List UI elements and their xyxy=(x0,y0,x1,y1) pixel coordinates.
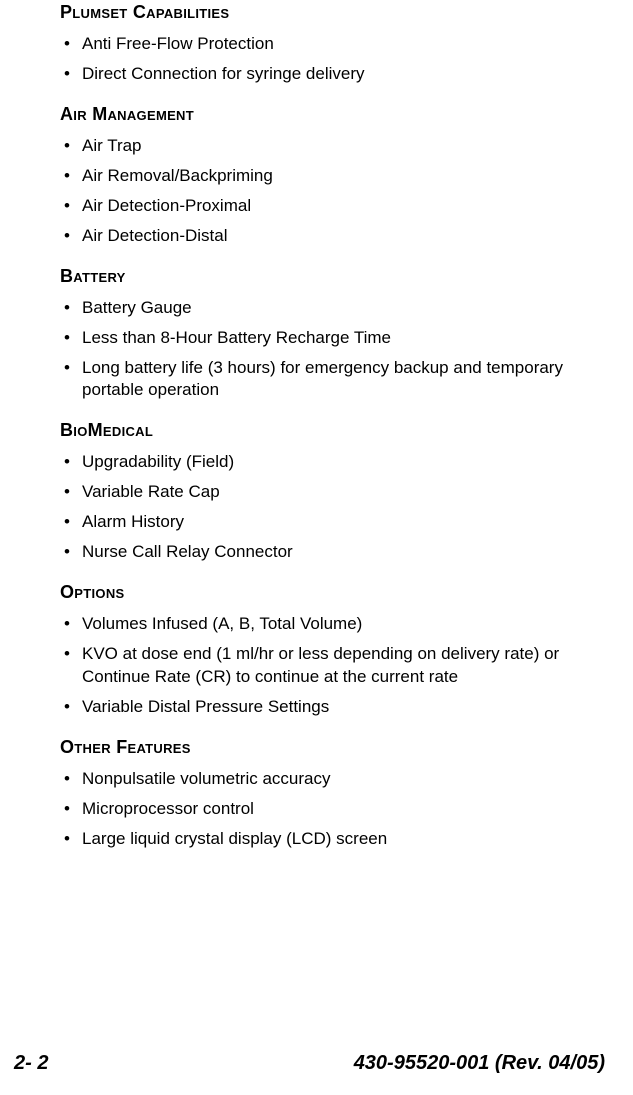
item-list: Battery Gauge Less than 8-Hour Battery R… xyxy=(60,297,605,403)
section-heading: Air Management xyxy=(60,104,605,125)
list-item: Long battery life (3 hours) for emergenc… xyxy=(60,357,605,403)
list-item: Anti Free-Flow Protection xyxy=(60,33,605,56)
list-item: Volumes Infused (A, B, Total Volume) xyxy=(60,613,605,636)
list-item: Microprocessor control xyxy=(60,798,605,821)
item-list: Air Trap Air Removal/Backpriming Air Det… xyxy=(60,135,605,248)
section-heading: Battery xyxy=(60,266,605,287)
list-item: Less than 8-Hour Battery Recharge Time xyxy=(60,327,605,350)
list-item: Direct Connection for syringe delivery xyxy=(60,63,605,86)
list-item: Large liquid crystal display (LCD) scree… xyxy=(60,828,605,851)
item-list: Volumes Infused (A, B, Total Volume) KVO… xyxy=(60,613,605,719)
page: Plumset Capabilities Anti Free-Flow Prot… xyxy=(0,0,633,1095)
list-item: Nonpulsatile volumetric accuracy xyxy=(60,768,605,791)
list-item: Battery Gauge xyxy=(60,297,605,320)
doc-reference: 430-95520-001 (Rev. 04/05) xyxy=(354,1052,605,1075)
section-heading: Other Features xyxy=(60,737,605,758)
section-other-features: Other Features Nonpulsatile volumetric a… xyxy=(60,737,605,851)
item-list: Anti Free-Flow Protection Direct Connect… xyxy=(60,33,605,86)
section-plumset-capabilities: Plumset Capabilities Anti Free-Flow Prot… xyxy=(60,2,605,86)
list-item: Air Removal/Backpriming xyxy=(60,165,605,188)
list-item: Air Detection-Distal xyxy=(60,225,605,248)
list-item: Alarm History xyxy=(60,511,605,534)
section-heading: Options xyxy=(60,582,605,603)
list-item: Nurse Call Relay Connector xyxy=(60,541,605,564)
list-item: KVO at dose end (1 ml/hr or less dependi… xyxy=(60,643,605,689)
list-item: Air Detection-Proximal xyxy=(60,195,605,218)
page-number: 2- 2 xyxy=(14,1052,48,1075)
item-list: Nonpulsatile volumetric accuracy Micropr… xyxy=(60,768,605,851)
section-heading: Plumset Capabilities xyxy=(60,2,605,23)
section-options: Options Volumes Infused (A, B, Total Vol… xyxy=(60,582,605,719)
page-footer: 2- 2 430-95520-001 (Rev. 04/05) xyxy=(0,1052,633,1075)
list-item: Variable Rate Cap xyxy=(60,481,605,504)
section-biomedical: BioMedical Upgradability (Field) Variabl… xyxy=(60,420,605,564)
list-item: Variable Distal Pressure Settings xyxy=(60,696,605,719)
item-list: Upgradability (Field) Variable Rate Cap … xyxy=(60,451,605,564)
list-item: Air Trap xyxy=(60,135,605,158)
section-heading: BioMedical xyxy=(60,420,605,441)
section-air-management: Air Management Air Trap Air Removal/Back… xyxy=(60,104,605,248)
list-item: Upgradability (Field) xyxy=(60,451,605,474)
content-area: Plumset Capabilities Anti Free-Flow Prot… xyxy=(60,0,605,851)
section-battery: Battery Battery Gauge Less than 8-Hour B… xyxy=(60,266,605,403)
